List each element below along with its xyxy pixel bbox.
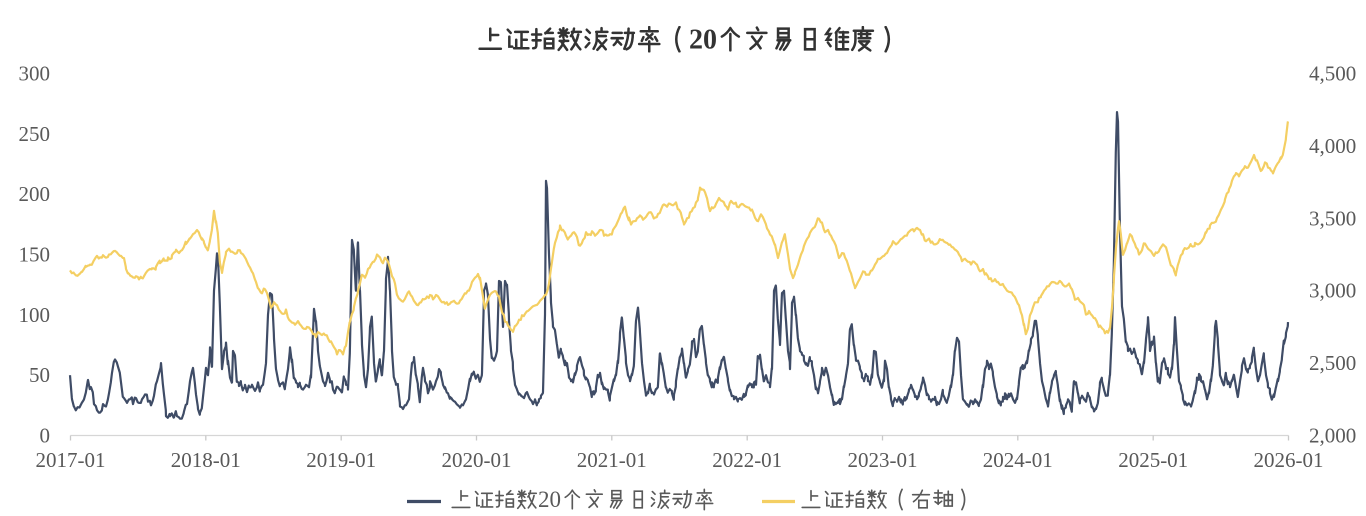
svg-text:20: 20 xyxy=(538,487,561,512)
svg-text:3,500: 3,500 xyxy=(1309,206,1356,230)
svg-text:20: 20 xyxy=(689,24,717,55)
svg-text:100: 100 xyxy=(19,303,51,327)
svg-text:2019-01: 2019-01 xyxy=(306,448,376,472)
svg-text:50: 50 xyxy=(29,363,50,387)
svg-text:2023-01: 2023-01 xyxy=(848,448,918,472)
svg-text:2,500: 2,500 xyxy=(1309,351,1356,375)
svg-text:200: 200 xyxy=(19,182,51,206)
svg-text:4,500: 4,500 xyxy=(1309,62,1356,86)
svg-text:2022-01: 2022-01 xyxy=(712,448,782,472)
svg-text:2026-01: 2026-01 xyxy=(1254,448,1324,472)
svg-text:250: 250 xyxy=(19,122,51,146)
svg-text:2020-01: 2020-01 xyxy=(442,448,512,472)
svg-text:150: 150 xyxy=(19,243,51,267)
svg-text:0: 0 xyxy=(40,424,51,448)
svg-text:3,000: 3,000 xyxy=(1309,279,1356,303)
svg-text:2017-01: 2017-01 xyxy=(36,448,106,472)
svg-text:2,000: 2,000 xyxy=(1309,424,1356,448)
svg-text:2024-01: 2024-01 xyxy=(983,448,1053,472)
svg-text:4,000: 4,000 xyxy=(1309,134,1356,158)
svg-text:300: 300 xyxy=(19,62,51,86)
svg-text:2025-01: 2025-01 xyxy=(1118,448,1188,472)
svg-text:2018-01: 2018-01 xyxy=(171,448,241,472)
svg-text:2021-01: 2021-01 xyxy=(577,448,647,472)
